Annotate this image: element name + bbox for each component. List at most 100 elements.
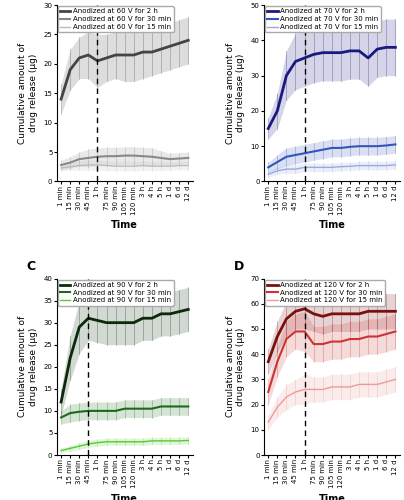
Anodized at 90 V for 30 min (131, 406, 136, 411)
Anodized at 70 V for 2 h (347, 48, 352, 54)
Line: Anodized at 70 V for 30 min: Anodized at 70 V for 30 min (268, 144, 396, 168)
Anodized at 70 V for 15 min (284, 166, 289, 172)
Anodized at 120 V for 30 min (311, 341, 316, 347)
Anodized at 90 V for 2 h (113, 320, 118, 326)
Anodized at 70 V for 30 min (311, 148, 316, 154)
Anodized at 120 V for 15 min (275, 404, 280, 410)
Anodized at 60 V for 15 min (113, 163, 118, 169)
Anodized at 120 V for 30 min (293, 328, 298, 334)
Anodized at 90 V for 2 h (177, 308, 182, 314)
Anodized at 60 V for 30 min (131, 152, 136, 158)
Anodized at 90 V for 15 min (177, 438, 182, 444)
Anodized at 70 V for 30 min (366, 143, 370, 149)
Anodized at 70 V for 15 min (366, 162, 370, 168)
Anodized at 120 V for 30 min (384, 331, 389, 337)
Anodized at 70 V for 30 min (302, 150, 307, 156)
Anodized at 70 V for 15 min (357, 162, 362, 168)
Anodized at 120 V for 2 h (284, 316, 289, 322)
Anodized at 60 V for 15 min (149, 163, 154, 169)
Anodized at 70 V for 2 h (293, 58, 298, 64)
Anodized at 70 V for 15 min (275, 168, 280, 174)
Anodized at 70 V for 15 min (384, 162, 389, 168)
Anodized at 120 V for 2 h (393, 308, 398, 314)
Anodized at 60 V for 2 h (113, 52, 118, 58)
Line: Anodized at 120 V for 30 min: Anodized at 120 V for 30 min (268, 332, 396, 392)
Anodized at 60 V for 2 h (159, 46, 164, 52)
Line: Anodized at 90 V for 2 h: Anodized at 90 V for 2 h (61, 310, 188, 402)
Anodized at 120 V for 15 min (339, 384, 343, 390)
Anodized at 60 V for 30 min (159, 155, 164, 161)
Anodized at 90 V for 2 h (141, 315, 145, 321)
Anodized at 90 V for 30 min (104, 408, 109, 414)
Anodized at 60 V for 30 min (104, 153, 109, 159)
Anodized at 70 V for 30 min (284, 154, 289, 160)
Anodized at 120 V for 15 min (320, 386, 325, 392)
Anodized at 90 V for 15 min (186, 438, 191, 444)
Anodized at 70 V for 15 min (339, 164, 343, 170)
Anodized at 70 V for 15 min (311, 164, 316, 170)
Anodized at 120 V for 30 min (347, 336, 352, 342)
Anodized at 120 V for 30 min (329, 338, 334, 344)
Line: Anodized at 120 V for 15 min: Anodized at 120 V for 15 min (268, 380, 396, 422)
Anodized at 90 V for 15 min (95, 440, 100, 446)
Anodized at 60 V for 30 min (122, 152, 127, 158)
Anodized at 70 V for 30 min (339, 145, 343, 151)
Anodized at 90 V for 2 h (68, 355, 73, 361)
Anodized at 90 V for 30 min (149, 406, 154, 411)
Anodized at 90 V for 2 h (86, 315, 91, 321)
Anodized at 120 V for 15 min (393, 376, 398, 382)
Anodized at 70 V for 2 h (329, 50, 334, 56)
Anodized at 90 V for 15 min (104, 439, 109, 445)
Anodized at 70 V for 30 min (266, 164, 271, 170)
Anodized at 70 V for 15 min (266, 172, 271, 177)
Anodized at 60 V for 15 min (59, 165, 63, 171)
Anodized at 60 V for 30 min (113, 153, 118, 159)
Anodized at 120 V for 30 min (357, 336, 362, 342)
Anodized at 70 V for 2 h (375, 46, 380, 52)
Anodized at 60 V for 2 h (141, 49, 145, 55)
Anodized at 120 V for 2 h (384, 308, 389, 314)
Anodized at 70 V for 15 min (302, 164, 307, 170)
Legend: Anodized at 60 V for 2 h, Anodized at 60 V for 30 min, Anodized at 60 V for 15 m: Anodized at 60 V for 2 h, Anodized at 60… (58, 6, 174, 32)
Anodized at 70 V for 30 min (275, 159, 280, 165)
Anodized at 90 V for 30 min (113, 408, 118, 414)
Anodized at 60 V for 15 min (122, 163, 127, 169)
Anodized at 90 V for 15 min (113, 439, 118, 445)
Anodized at 90 V for 15 min (59, 448, 63, 454)
Anodized at 120 V for 15 min (266, 419, 271, 425)
Legend: Anodized at 70 V for 2 h, Anodized at 70 V for 30 min, Anodized at 70 V for 15 m: Anodized at 70 V for 2 h, Anodized at 70… (265, 6, 381, 32)
Anodized at 60 V for 30 min (168, 156, 173, 162)
Anodized at 90 V for 2 h (95, 318, 100, 324)
Anodized at 60 V for 2 h (149, 49, 154, 55)
Anodized at 120 V for 2 h (375, 308, 380, 314)
Line: Anodized at 60 V for 15 min: Anodized at 60 V for 15 min (61, 165, 188, 168)
Anodized at 90 V for 15 min (159, 438, 164, 444)
Anodized at 70 V for 15 min (375, 162, 380, 168)
Anodized at 70 V for 2 h (320, 50, 325, 56)
Line: Anodized at 70 V for 15 min: Anodized at 70 V for 15 min (268, 165, 396, 174)
Anodized at 90 V for 2 h (149, 315, 154, 321)
Anodized at 90 V for 2 h (159, 311, 164, 317)
Text: D: D (234, 260, 244, 273)
Anodized at 70 V for 30 min (357, 143, 362, 149)
Anodized at 60 V for 30 min (149, 154, 154, 160)
Anodized at 120 V for 30 min (393, 328, 398, 334)
Anodized at 120 V for 15 min (302, 386, 307, 392)
Y-axis label: Cumulative amount of
drug release (μg): Cumulative amount of drug release (μg) (225, 316, 245, 418)
Anodized at 70 V for 2 h (393, 44, 398, 51)
Anodized at 70 V for 30 min (320, 146, 325, 152)
Anodized at 90 V for 2 h (186, 306, 191, 312)
Anodized at 60 V for 2 h (77, 55, 82, 61)
Anodized at 60 V for 30 min (68, 160, 73, 166)
Anodized at 70 V for 2 h (384, 44, 389, 51)
X-axis label: Time: Time (111, 220, 138, 230)
Anodized at 70 V for 2 h (339, 50, 343, 56)
Anodized at 90 V for 15 min (122, 439, 127, 445)
Anodized at 70 V for 2 h (357, 48, 362, 54)
Anodized at 60 V for 2 h (131, 52, 136, 58)
Anodized at 70 V for 15 min (329, 164, 334, 170)
Anodized at 70 V for 2 h (311, 52, 316, 58)
Anodized at 120 V for 15 min (311, 386, 316, 392)
Anodized at 90 V for 30 min (86, 408, 91, 414)
Anodized at 60 V for 15 min (141, 162, 145, 168)
